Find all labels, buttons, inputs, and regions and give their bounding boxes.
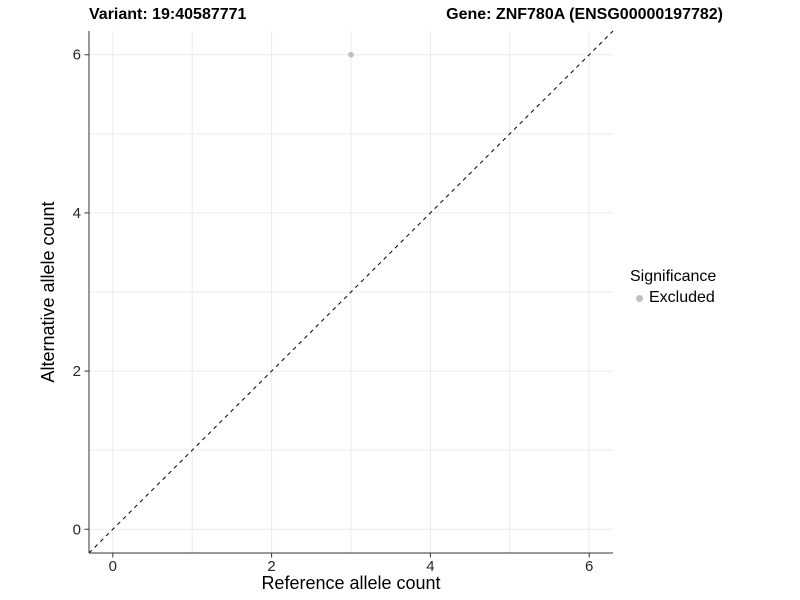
y-axis-title: Alternative allele count	[38, 201, 58, 383]
identity-line	[88, 30, 614, 554]
plot-title-variant: Variant: 19:40587771	[89, 6, 247, 23]
legend-title: Significance	[630, 268, 717, 285]
x-tick-label: 6	[585, 558, 593, 575]
x-tick-label: 2	[267, 558, 275, 575]
plot-title-gene: Gene: ZNF780A (ENSG00000197782)	[446, 6, 723, 23]
legend-item-label: Excluded	[649, 289, 715, 306]
y-tick-label: 4	[73, 205, 81, 222]
excluded-point-icon	[636, 294, 643, 302]
legend-item-excluded: Excluded	[630, 289, 716, 307]
x-tick-label: 0	[109, 558, 117, 575]
y-tick-label: 0	[73, 521, 81, 538]
x-axis-title: Reference allele count	[261, 573, 441, 593]
y-tick-label: 2	[73, 363, 81, 380]
legend: Significance Excluded	[630, 268, 716, 307]
x-tick-label: 4	[426, 558, 434, 575]
y-tick-label: 6	[73, 47, 81, 64]
data-point	[348, 51, 354, 58]
